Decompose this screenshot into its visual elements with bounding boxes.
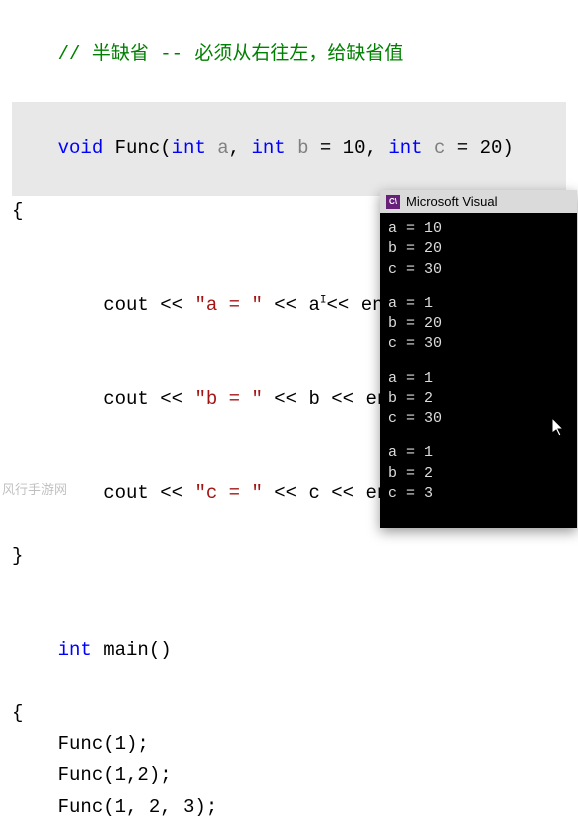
code-line-call2: Func(1,2); [12, 760, 566, 791]
console-line: b = 20 [388, 239, 569, 259]
visual-studio-icon: C\ [386, 195, 400, 209]
default-c: = 20) [445, 137, 513, 159]
cout-2a: cout << [58, 388, 195, 410]
param-c: c [423, 137, 446, 159]
func-name: Func( [103, 137, 171, 159]
console-line: c = 30 [388, 260, 569, 280]
console-title: Microsoft Visual [406, 194, 498, 209]
console-output-group: a = 1b = 20c = 30 [388, 294, 569, 355]
code-line-call3: Func(1, 2, 3); [12, 792, 566, 823]
kw-int-main: int [58, 639, 92, 661]
comment-text: // 半缺省 -- 必须从右往左，给缺省值 [58, 43, 404, 65]
call-2: Func(1,2); [12, 764, 172, 786]
console-line: a = 1 [388, 443, 569, 463]
console-body: a = 10b = 20c = 30a = 1b = 20c = 30a = 1… [380, 213, 577, 528]
cout-1b: << a [263, 294, 320, 316]
console-line: a = 1 [388, 294, 569, 314]
console-line: a = 1 [388, 369, 569, 389]
call-3: Func(1, 2, 3); [12, 796, 217, 818]
console-titlebar[interactable]: C\ Microsoft Visual [380, 190, 577, 213]
console-line: c = 30 [388, 409, 569, 429]
kw-int-1: int [172, 137, 206, 159]
console-line: c = 30 [388, 334, 569, 354]
code-line-call1: Func(1); [12, 729, 566, 760]
code-line-main-sig: int main() [12, 604, 566, 698]
code-line-main-open: { [12, 698, 566, 729]
comma-1: , [229, 137, 252, 159]
console-window[interactable]: C\ Microsoft Visual a = 10b = 20c = 30a … [380, 190, 577, 528]
brace-close: } [12, 545, 23, 567]
code-line-comment: // 半缺省 -- 必须从右往左，给缺省值 [12, 8, 566, 102]
main-brace-open: { [12, 702, 23, 724]
kw-int-3: int [388, 137, 422, 159]
console-line: b = 2 [388, 389, 569, 409]
console-line: b = 20 [388, 314, 569, 334]
console-line: b = 2 [388, 464, 569, 484]
main-name: main() [92, 639, 172, 661]
default-b: = 10, [309, 137, 389, 159]
kw-void: void [58, 137, 104, 159]
console-output-group: a = 1b = 2c = 30 [388, 369, 569, 430]
code-line-blank2 [12, 572, 566, 603]
cout-3a: cout << [58, 482, 195, 504]
param-a: a [206, 137, 229, 159]
code-line-signature: void Func(int a, int b = 10, int c = 20) [12, 102, 566, 196]
console-output-group: a = 1b = 2c = 3 [388, 443, 569, 504]
string-a: "a = " [194, 294, 262, 316]
console-line: c = 3 [388, 484, 569, 504]
cout-1a: cout << [58, 294, 195, 316]
param-b: b [286, 137, 309, 159]
brace: { [12, 200, 23, 222]
call-1: Func(1); [12, 733, 149, 755]
console-output-group: a = 10b = 20c = 30 [388, 219, 569, 280]
string-b: "b = " [194, 388, 262, 410]
kw-int-2: int [251, 137, 285, 159]
console-line: a = 10 [388, 219, 569, 239]
code-line-brace-close: } [12, 541, 566, 572]
string-c: "c = " [194, 482, 262, 504]
